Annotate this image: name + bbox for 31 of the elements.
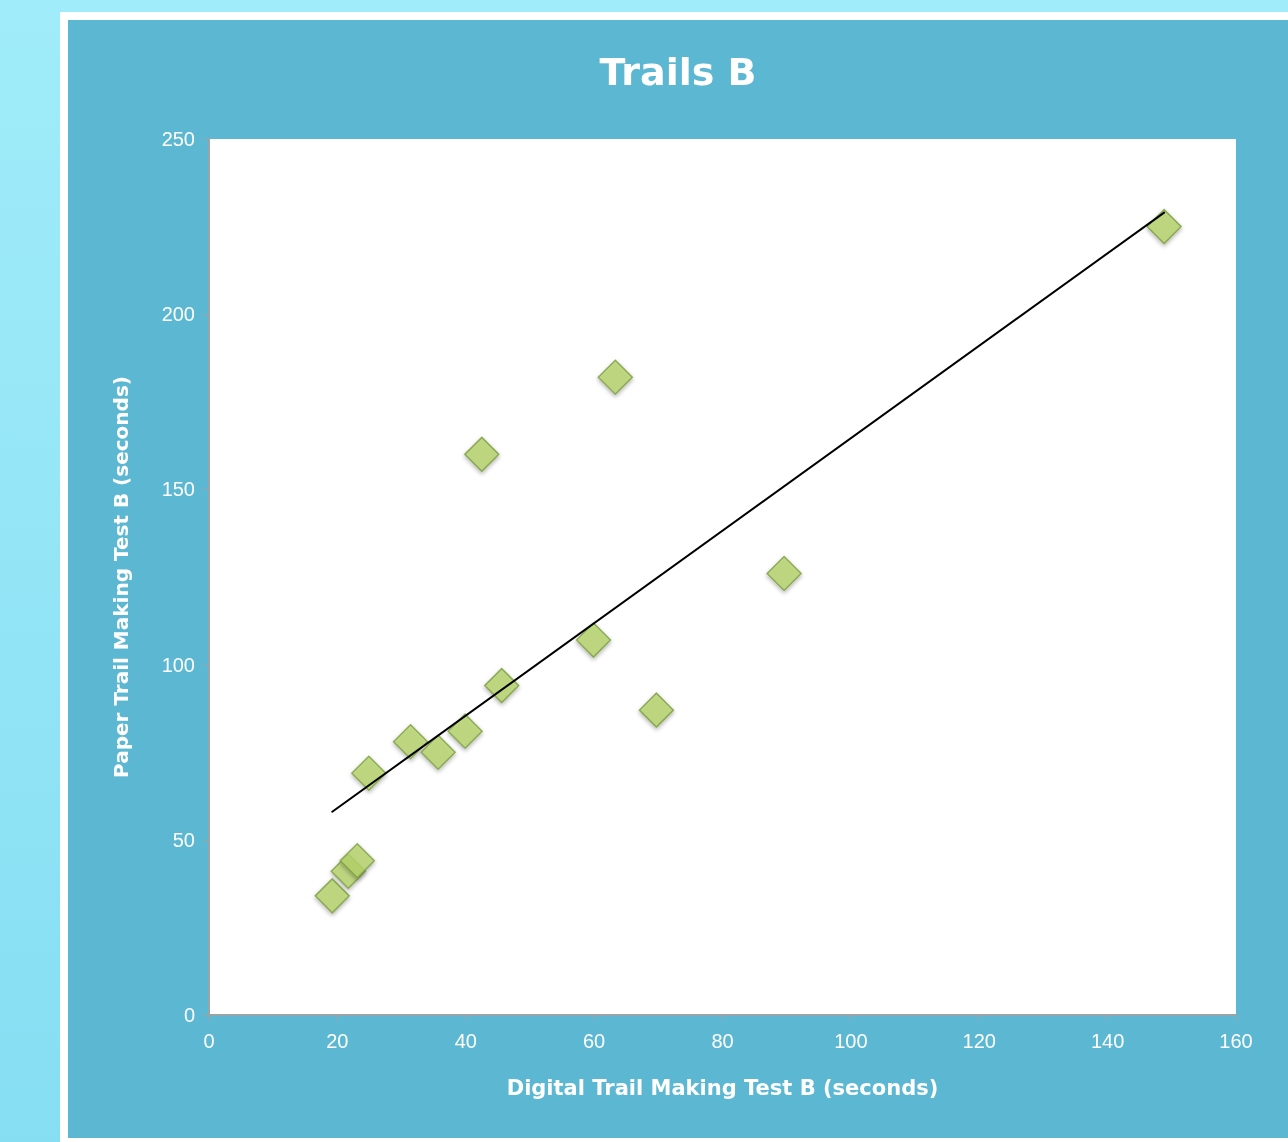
x-tick-label: 40 [454,1030,477,1052]
point [351,755,387,791]
y-tick-label: 150 [161,478,195,501]
chart-title: Trails B [599,50,757,94]
point [575,622,612,658]
x-tick-label: 80 [711,1030,734,1052]
x-axis-title: Digital Trail Making Test B (seconds) [506,1075,939,1100]
x-tick-label: 0 [203,1030,215,1052]
x-tick-label: 60 [583,1030,606,1052]
y-axis-title: Paper Trail Making Test B (seconds) [109,376,133,778]
x-tick-label: 100 [834,1030,868,1052]
x-tick-label: 20 [326,1030,349,1052]
point [339,843,376,879]
y-tick-label: 50 [172,828,195,851]
point [638,692,675,728]
y-tick-label: 0 [183,1004,195,1026]
y-tick-label: 100 [161,653,195,676]
point [392,723,429,760]
point [1146,208,1182,245]
x-tick-label: 160 [1219,1030,1253,1052]
point [766,555,802,592]
point [464,436,500,473]
x-tick-label: 140 [1090,1030,1125,1052]
point [597,359,634,396]
point [447,713,483,749]
point [483,667,520,704]
y-tick-label: 250 [161,128,195,150]
point [420,734,456,770]
point [314,878,350,914]
y-tick-label: 200 [161,303,195,326]
x-tick-label: 120 [962,1030,996,1052]
